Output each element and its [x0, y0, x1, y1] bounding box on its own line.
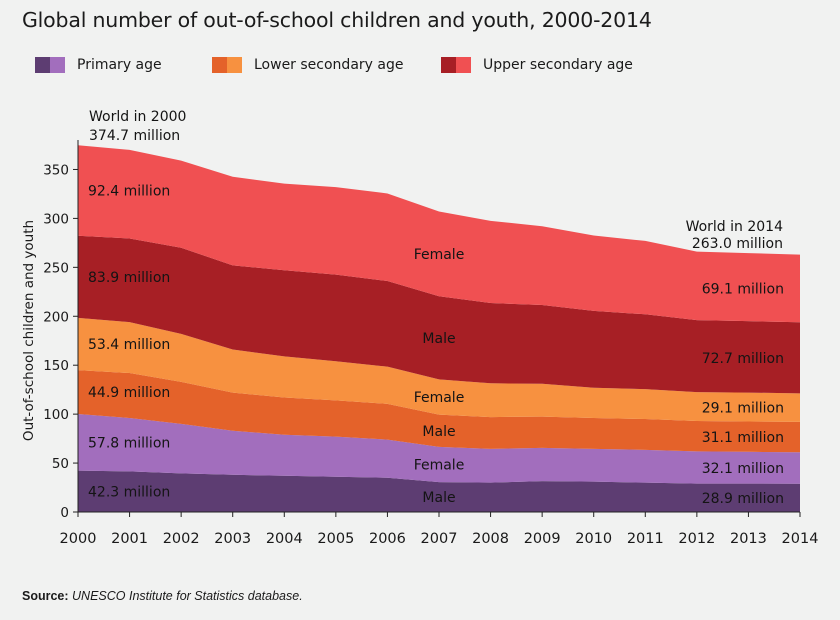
legend-swatch-primary-male: [35, 57, 50, 73]
data-label-2014: 69.1 million: [702, 281, 784, 297]
data-label-2014: 28.9 million: [702, 491, 784, 507]
chart-title: Global number of out-of-school children …: [22, 8, 652, 32]
x-tick-label: 2006: [369, 531, 406, 547]
data-label-2014: 32.1 million: [702, 461, 784, 477]
sex-label: Female: [414, 390, 465, 406]
source-text: UNESCO Institute for Statistics database…: [72, 589, 303, 603]
x-tick-label: 2002: [163, 531, 200, 547]
y-tick-label: 300: [43, 211, 69, 227]
y-tick-label: 250: [43, 260, 69, 276]
x-tick-label: 2009: [524, 531, 561, 547]
y-tick-label: 200: [43, 309, 69, 325]
source-prefix: Source:: [22, 589, 69, 603]
total-2000-line1: World in 2000: [89, 109, 186, 125]
source-note: Source: UNESCO Institute for Statistics …: [22, 589, 303, 603]
sex-label: Male: [422, 331, 455, 347]
legend-label-upper-secondary: Upper secondary age: [483, 57, 633, 73]
sex-label: Male: [422, 424, 455, 440]
y-tick-label: 150: [43, 358, 69, 374]
legend-label-lower-secondary: Lower secondary age: [254, 57, 404, 73]
data-label-2000: 44.9 million: [88, 385, 170, 401]
data-label-2014: 72.7 million: [702, 351, 784, 367]
area-upper-female: [78, 145, 800, 323]
y-tick-label: 50: [52, 456, 69, 472]
area-lower-female: [78, 317, 800, 422]
x-tick-label: 2003: [214, 531, 251, 547]
x-tick-label: 2008: [472, 531, 509, 547]
x-tick-label: 2013: [730, 531, 767, 547]
x-tick-label: 2012: [678, 531, 715, 547]
x-tick-label: 2014: [782, 531, 819, 547]
data-label-2000: 83.9 million: [88, 270, 170, 286]
y-axis-title: Out-of-school children and youth: [21, 220, 37, 441]
data-label-2014: 31.1 million: [702, 430, 784, 446]
data-label-2014: 29.1 million: [702, 401, 784, 417]
legend-swatch-upper-male: [441, 57, 456, 73]
total-2000-line2: 374.7 million: [89, 128, 180, 144]
area-upper-male: [78, 235, 800, 394]
data-label-2000: 42.3 million: [88, 484, 170, 500]
legend-swatch-lower-male: [212, 57, 227, 73]
x-tick-label: 2005: [317, 531, 354, 547]
x-tick-label: 2001: [111, 531, 148, 547]
data-label-2000: 53.4 million: [88, 337, 170, 353]
legend-swatch-lower-female: [227, 57, 242, 73]
legend-label-primary: Primary age: [77, 57, 162, 73]
area-primary-male: [78, 470, 800, 512]
x-tick-label: 2004: [266, 531, 303, 547]
y-tick-label: 350: [43, 162, 69, 178]
legend-swatch-primary-female: [50, 57, 65, 73]
sex-label: Female: [414, 247, 465, 263]
sex-label: Male: [422, 490, 455, 506]
x-tick-label: 2011: [627, 531, 664, 547]
total-2014-line1: World in 2014: [686, 219, 784, 235]
stacked-area-chart: 0 50 100 150 200 250 300 350 Out-of-school child…: [21, 109, 819, 547]
total-2014-line2: 263.0 million: [692, 236, 783, 252]
area-lower-male: [78, 370, 800, 453]
legend-swatch-upper-female: [456, 57, 471, 73]
data-label-2000: 92.4 million: [88, 184, 170, 200]
x-tick-label: 2010: [575, 531, 612, 547]
x-tick-label: 2007: [421, 531, 458, 547]
x-tick-label: 2000: [60, 531, 97, 547]
y-tick-label: 0: [60, 505, 69, 521]
sex-label: Female: [414, 458, 465, 474]
area-primary-female: [78, 414, 800, 484]
y-tick-label: 100: [43, 407, 69, 423]
data-label-2000: 57.8 million: [88, 435, 170, 451]
